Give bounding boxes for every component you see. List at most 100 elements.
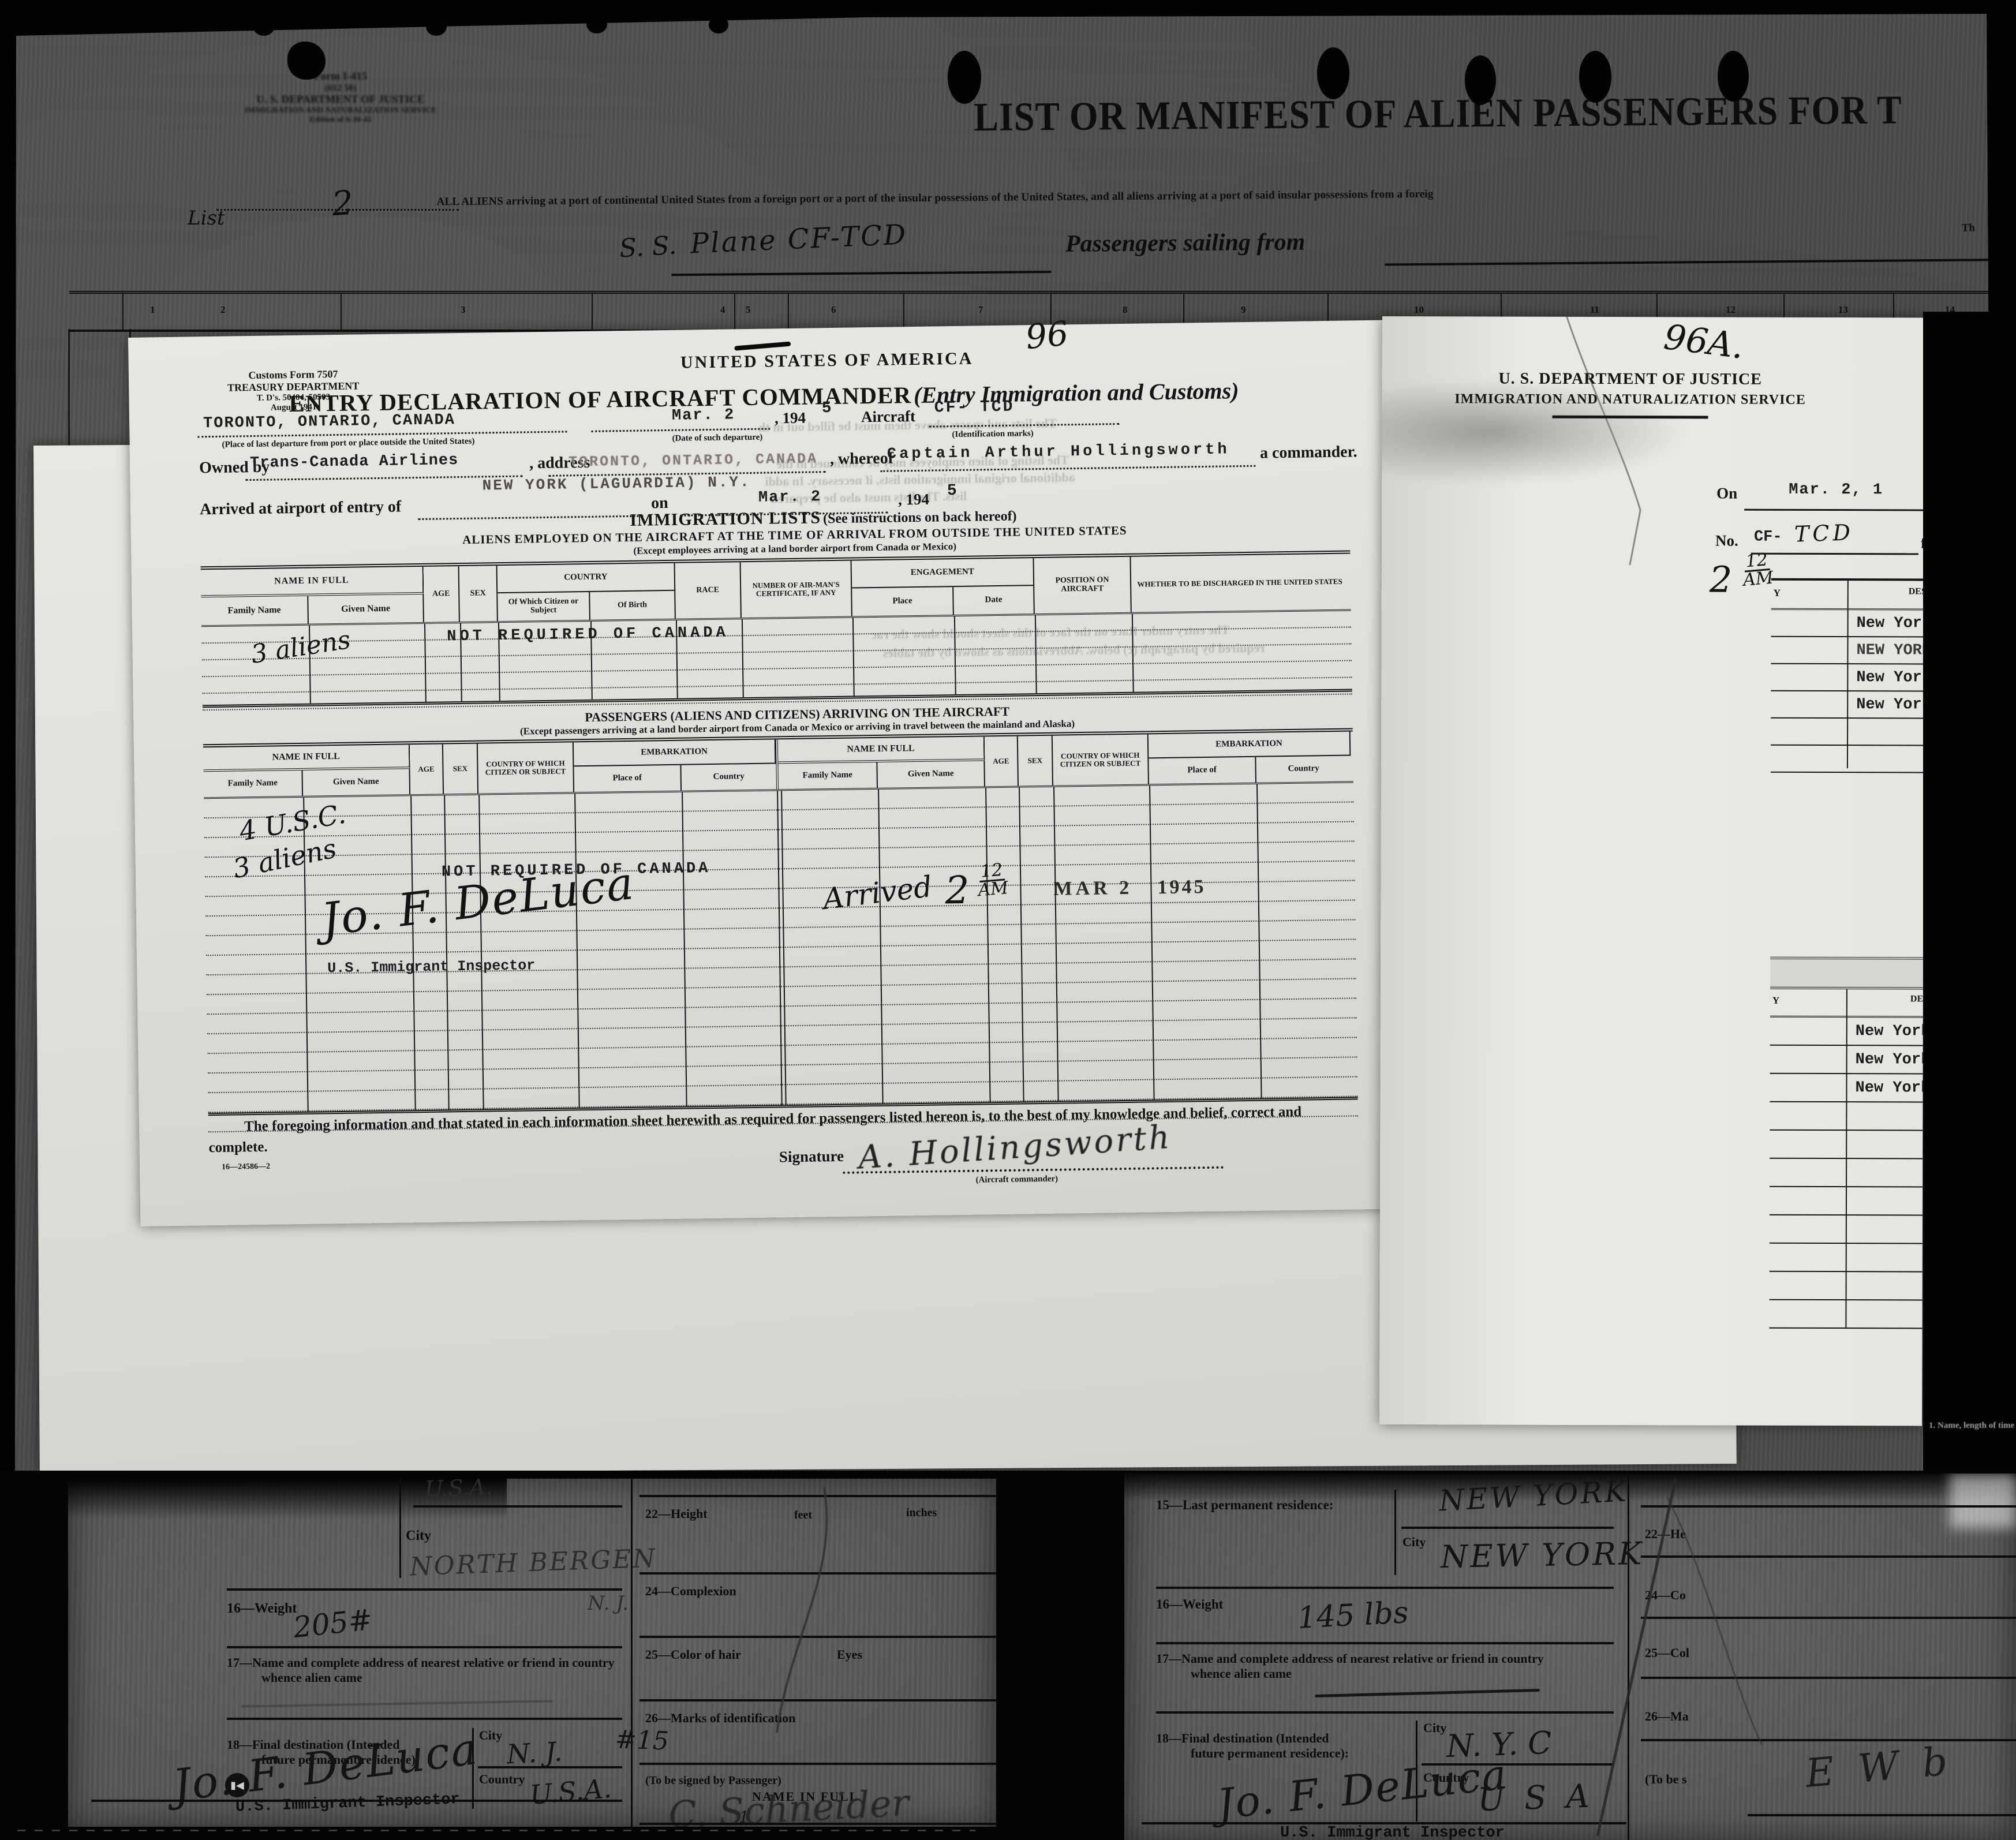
signature-rule: [1142, 1822, 1626, 1824]
field-rule: [1641, 1555, 2016, 1558]
column-number: 13: [1838, 304, 1848, 315]
year-typed: 5: [821, 399, 832, 418]
relative-label-2: whence alien came: [261, 1670, 362, 1685]
punch-hole: [1317, 47, 1349, 99]
paper-shadow-wedge: [1124, 1474, 2016, 1501]
signature-rule: [639, 1823, 996, 1825]
manifest-subtitle-overflow: Th: [1961, 222, 1976, 234]
field-rule: [639, 1572, 996, 1575]
inches-label: inches: [906, 1506, 937, 1519]
slip-dept-line2: IMMIGRATION AND NATURALIZATION SERVICE: [1454, 391, 1806, 407]
col-header-race: RACE: [675, 562, 742, 619]
city-label: City: [1402, 1535, 1426, 1549]
punch-hole: [253, 16, 275, 36]
field-rule: [639, 1699, 996, 1701]
dest-header: DE: [1910, 994, 1924, 1004]
sailing-from-label: Passengers sailing from: [1065, 229, 1306, 257]
signature-caption: (Aircraft commander): [975, 1174, 1059, 1185]
stamp-line: U. S. DEPARTMENT OF JUSTICE: [256, 94, 425, 106]
dest-row: New York: [1771, 609, 1925, 638]
dest-value: New York: [1855, 1079, 1925, 1097]
field-rule: [245, 475, 523, 481]
col-header-name: NAME IN FULL: [203, 745, 410, 772]
col-header-name: NAME IN FULL: [777, 736, 985, 764]
residence-label: 15—Last permanent residence:: [1156, 1498, 1334, 1512]
field-rule: [478, 1766, 622, 1768]
crew-table: NAME IN FULL Family Name Given Name AGE …: [200, 550, 1352, 711]
marks-label-fragment: 26—Ma: [1645, 1709, 1689, 1723]
col-header-family: Family Name: [201, 596, 309, 626]
col-header-discharged: WHETHER TO BE DISCHARGED IN THE UNITED S…: [1137, 577, 1342, 589]
aircraft-caption: (Identification marks): [952, 429, 1034, 440]
slip-heading: U. S. DEPARTMENT OF JUSTICE IMMIGRATION …: [1417, 369, 1844, 419]
address-value-faded: TORONTO, ONTARIO, CANADA: [568, 450, 818, 471]
col-header-birth: Of Birth: [590, 590, 676, 620]
punch-hole: [1465, 55, 1496, 105]
passengers-table-rows: 4 U.S.C. 3 aliens NOT REQUIRED OF CANADA…: [204, 781, 1359, 1133]
slip-time-hour-handwritten: 2: [1709, 558, 1733, 601]
dest-header: DEST: [1908, 586, 1925, 597]
field-rule: [413, 1505, 622, 1508]
field-rule: [639, 1763, 996, 1765]
field-rule: [1641, 1677, 2016, 1679]
brace-line: [472, 1728, 474, 1809]
commander-value: Captain Arthur Hollingsworth: [887, 441, 1230, 463]
col-header-country: COUNTRY: [497, 563, 676, 594]
col-header-age: AGE: [984, 736, 1019, 787]
col-header-age: AGE: [409, 744, 444, 795]
vessel-underline: [671, 271, 1052, 276]
col-header-airman-cert: NUMBER OF AIR-MAN'S CERTIFICATE, IF ANY: [740, 560, 852, 618]
shaded-band: [1770, 959, 1925, 990]
dest-row: New York: [1770, 1017, 1925, 1046]
sailing-underline: [1385, 258, 1996, 266]
field-rule: [639, 1495, 996, 1497]
grid-line: [122, 294, 124, 330]
info-form-right: 15—Last permanent residence: NEW YORK Ci…: [1124, 1474, 2016, 1840]
page-mark-handwritten: 1: [739, 1808, 749, 1827]
field-rule: [1641, 1617, 2016, 1619]
grid-line: [1050, 294, 1052, 330]
departure-date-value: Mar. 2: [671, 406, 735, 425]
col-header-sex: SEX: [459, 566, 498, 622]
column-number: 10: [1414, 304, 1424, 315]
col-header-given: Given Name: [308, 594, 424, 624]
field-rule: [591, 428, 771, 432]
form-divider: [1628, 1474, 1629, 1840]
declaration-form: The lists and spaces above them must be …: [128, 313, 1399, 1226]
slip-time-ampm: AM: [1742, 567, 1774, 590]
pax-header-left: NAME IN FULL Family Name Given Name AGE …: [203, 739, 779, 798]
grid-line: [1327, 294, 1329, 330]
grid-line: [788, 294, 789, 330]
pencil-diagonal: [1596, 1479, 1763, 1837]
column-number: 11: [1590, 304, 1600, 315]
crew-table-rows: 3 aliens NOT REQUIRED OF CANADA: [201, 611, 1352, 711]
grid-line: [1656, 294, 1658, 330]
departure-place-value: TORONTO, ONTARIO, CANADA: [203, 412, 456, 433]
slip-on-label: On: [1716, 484, 1738, 502]
field-rule: [197, 431, 567, 438]
dest-row: New York: [1770, 1074, 1925, 1103]
brace-line: [1394, 1490, 1396, 1575]
column-number: 7: [978, 304, 983, 315]
col-header-citizen: COUNTRY OF WHICH CITIZEN OR SUBJECT: [477, 742, 575, 794]
column-number: 2: [220, 304, 226, 315]
page-number-handwritten: 96: [1023, 313, 1071, 357]
column-number: 4: [720, 304, 725, 315]
field-rule: [227, 1588, 622, 1591]
dest-row: New York: [1770, 1045, 1925, 1075]
dest-row: New York: [1771, 664, 1925, 692]
vessel-name-handwritten: Plane CF-TCD: [689, 218, 908, 260]
col-header-embarkation: EMBARKATION: [573, 739, 776, 767]
slip-on-value: Mar. 2, 1: [1789, 481, 1884, 499]
arrived-hour-handwritten: 2: [944, 867, 970, 913]
slip-time-fraction: 12 AM: [1741, 549, 1774, 590]
dest-country-label: Country: [1423, 1770, 1469, 1785]
justice-slip: 96A. U. S. DEPARTMENT OF JUSTICE IMMIGRA…: [1379, 316, 1925, 1426]
destination-label-2: future permanent residence):: [261, 1752, 420, 1767]
destination-label-2: future permanent residence):: [1191, 1746, 1349, 1760]
brace-line: [1416, 1721, 1417, 1822]
dest-value: New York: [1855, 1023, 1925, 1041]
arrived-time-fraction: 12 AM: [976, 860, 1009, 900]
form-number-stamp: Form I-415 (012 50) U. S. DEPARTMENT OF …: [237, 70, 444, 125]
whereof-label: , whereof: [829, 449, 894, 469]
